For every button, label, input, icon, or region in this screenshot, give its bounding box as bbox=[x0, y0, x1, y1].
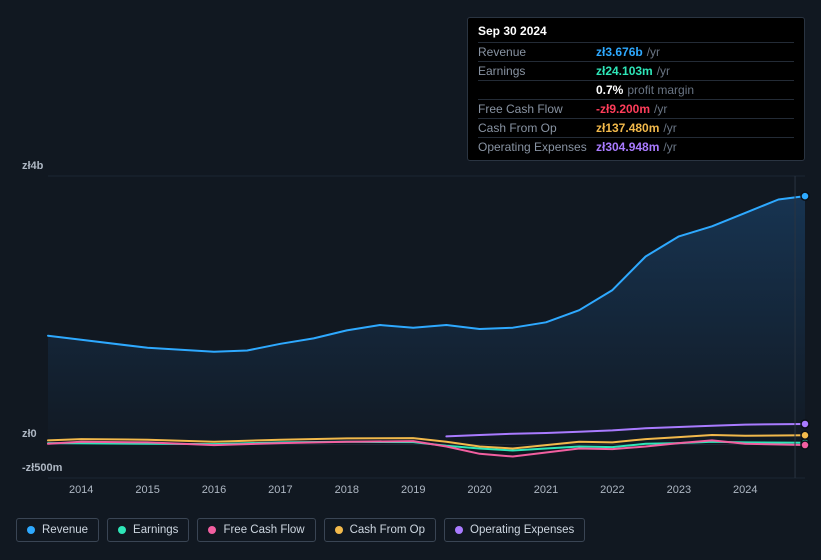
tooltip-row-unit: /yr bbox=[654, 102, 667, 116]
series-fcf bbox=[48, 440, 805, 456]
tooltip-row-label: Earnings bbox=[478, 64, 596, 78]
tooltip-row-label: Operating Expenses bbox=[478, 140, 596, 154]
tooltip-row: 0.7% profit margin bbox=[478, 80, 794, 99]
legend-dot-icon bbox=[455, 526, 463, 534]
legend-dot-icon bbox=[118, 526, 126, 534]
x-axis-tick: 2024 bbox=[733, 484, 757, 496]
tooltip-row: Cash From Opzł137.480m/yr bbox=[478, 118, 794, 137]
legend-label: Earnings bbox=[133, 524, 178, 536]
x-axis-tick: 2015 bbox=[135, 484, 159, 496]
x-axis-tick: 2021 bbox=[534, 484, 558, 496]
x-axis-tick: 2020 bbox=[467, 484, 491, 496]
tooltip-row-unit: /yr bbox=[657, 64, 670, 78]
tooltip-row-value: -zł9.200m bbox=[596, 102, 650, 116]
tooltip-row-unit: profit margin bbox=[627, 83, 694, 97]
tooltip-date: Sep 30 2024 bbox=[478, 24, 794, 42]
tooltip-row-value: zł3.676b bbox=[596, 45, 643, 59]
tooltip-row-unit: /yr bbox=[663, 121, 676, 135]
x-axis-tick: 2022 bbox=[600, 484, 624, 496]
legend: Revenue Earnings Free Cash Flow Cash From O… bbox=[16, 518, 585, 542]
tooltip-row: Revenuezł3.676b/yr bbox=[478, 42, 794, 61]
legend-label: Cash From Op bbox=[350, 524, 425, 536]
legend-dot-icon bbox=[208, 526, 216, 534]
tooltip-row-value: 0.7% bbox=[596, 83, 623, 97]
legend-item-opex[interactable]: Operating Expenses bbox=[444, 518, 585, 542]
tooltip-row-value: zł137.480m bbox=[596, 121, 659, 135]
marker-opex bbox=[801, 420, 809, 428]
tooltip-row-unit: /yr bbox=[647, 45, 660, 59]
marker-revenue bbox=[801, 192, 809, 200]
marker-fcf bbox=[801, 441, 809, 449]
x-axis-tick: 2018 bbox=[335, 484, 359, 496]
tooltip-row-label: Free Cash Flow bbox=[478, 102, 596, 116]
legend-item-cfo[interactable]: Cash From Op bbox=[324, 518, 436, 542]
x-axis-tick: 2016 bbox=[202, 484, 226, 496]
tooltip-row-label: Cash From Op bbox=[478, 121, 596, 135]
legend-label: Free Cash Flow bbox=[223, 524, 304, 536]
tooltip-row-value: zł24.103m bbox=[596, 64, 653, 78]
tooltip-row-label bbox=[478, 83, 596, 97]
tooltip-row-unit: /yr bbox=[663, 140, 676, 154]
legend-item-earnings[interactable]: Earnings bbox=[107, 518, 189, 542]
legend-item-revenue[interactable]: Revenue bbox=[16, 518, 99, 542]
x-axis-tick: 2014 bbox=[69, 484, 93, 496]
marker-cfo bbox=[801, 431, 809, 439]
tooltip-row: Earningszł24.103m/yr bbox=[478, 61, 794, 80]
legend-item-fcf[interactable]: Free Cash Flow bbox=[197, 518, 315, 542]
x-axis-tick: 2017 bbox=[268, 484, 292, 496]
x-axis-tick: 2019 bbox=[401, 484, 425, 496]
tooltip-row-value: zł304.948m bbox=[596, 140, 659, 154]
tooltip-row-label: Revenue bbox=[478, 45, 596, 59]
legend-dot-icon bbox=[335, 526, 343, 534]
hover-tooltip: Sep 30 2024 Revenuezł3.676b/yrEarningszł… bbox=[467, 17, 805, 161]
legend-label: Revenue bbox=[42, 524, 88, 536]
x-axis: 2014 2015 2016 2017 2018 2019 2020 2021 2022 2023… bbox=[32, 484, 805, 504]
legend-dot-icon bbox=[27, 526, 35, 534]
tooltip-row: Free Cash Flow-zł9.200m/yr bbox=[478, 99, 794, 118]
legend-label: Operating Expenses bbox=[470, 524, 574, 536]
x-axis-tick: 2023 bbox=[667, 484, 691, 496]
tooltip-row: Operating Expenseszł304.948m/yr bbox=[478, 137, 794, 156]
